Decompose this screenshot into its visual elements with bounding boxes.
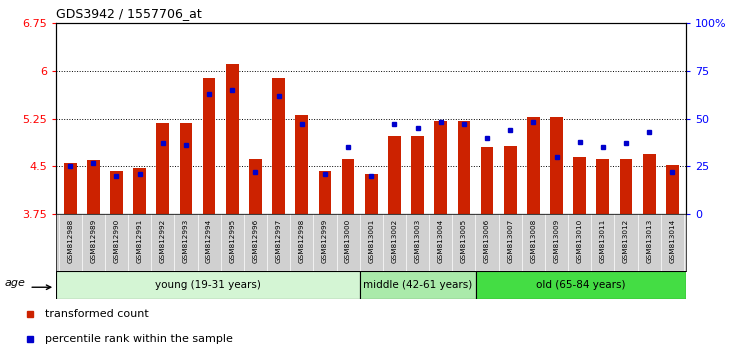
Text: GSM812992: GSM812992 [160, 219, 166, 263]
Text: GSM812996: GSM812996 [253, 219, 259, 263]
Text: age: age [4, 278, 26, 288]
Bar [202, 79, 215, 214]
Bar [342, 159, 355, 214]
Bar [226, 64, 238, 214]
Text: GSM813008: GSM813008 [530, 219, 536, 263]
Text: GSM812991: GSM812991 [136, 219, 142, 263]
Bar [296, 115, 308, 214]
Text: GSM812988: GSM812988 [68, 219, 74, 263]
Text: GSM812997: GSM812997 [275, 219, 281, 263]
Bar [359, 271, 476, 299]
Bar [157, 123, 170, 214]
Text: GSM812990: GSM812990 [113, 219, 119, 263]
Text: GSM813002: GSM813002 [392, 219, 398, 263]
Text: middle (42-61 years): middle (42-61 years) [363, 280, 472, 290]
Bar [179, 123, 192, 214]
Bar [56, 271, 359, 299]
Text: GSM813012: GSM813012 [623, 219, 629, 263]
Text: GSM812993: GSM812993 [183, 219, 189, 263]
Text: GSM813007: GSM813007 [507, 219, 513, 263]
Text: young (19-31 years): young (19-31 years) [155, 280, 261, 290]
Text: GSM813013: GSM813013 [646, 219, 652, 263]
Text: GSM813000: GSM813000 [345, 219, 351, 263]
Text: GSM813006: GSM813006 [484, 219, 490, 263]
Text: GDS3942 / 1557706_at: GDS3942 / 1557706_at [56, 7, 202, 21]
Text: GSM813004: GSM813004 [438, 219, 444, 263]
Text: GSM812994: GSM812994 [206, 219, 212, 263]
Text: GSM813001: GSM813001 [368, 219, 374, 263]
Bar [134, 168, 146, 214]
Bar [573, 157, 586, 214]
Text: old (65-84 years): old (65-84 years) [536, 280, 626, 290]
Bar [411, 136, 424, 214]
Bar [87, 160, 100, 214]
Bar [596, 159, 609, 214]
Text: GSM812998: GSM812998 [298, 219, 304, 263]
Bar [110, 171, 123, 214]
Bar [504, 146, 517, 214]
Text: GSM813005: GSM813005 [461, 219, 467, 263]
Bar [643, 154, 656, 214]
Bar [272, 79, 285, 214]
Text: GSM813010: GSM813010 [577, 219, 583, 263]
Bar [319, 171, 332, 214]
Bar [550, 117, 563, 214]
Text: GSM812989: GSM812989 [90, 219, 96, 263]
Bar [388, 136, 400, 214]
Text: GSM812995: GSM812995 [230, 219, 236, 263]
Bar [527, 117, 540, 214]
Bar [481, 147, 494, 214]
Text: GSM813009: GSM813009 [554, 219, 560, 263]
Bar [666, 165, 679, 214]
Bar [365, 174, 377, 214]
Text: GSM813014: GSM813014 [669, 219, 675, 263]
Text: GSM813011: GSM813011 [600, 219, 606, 263]
Text: percentile rank within the sample: percentile rank within the sample [45, 333, 232, 344]
Text: GSM813003: GSM813003 [415, 219, 421, 263]
Bar [476, 271, 686, 299]
Text: GSM812999: GSM812999 [322, 219, 328, 263]
Bar [458, 120, 470, 214]
Bar [434, 120, 447, 214]
Bar [620, 159, 632, 214]
Bar [249, 159, 262, 214]
Bar [64, 163, 76, 214]
Text: transformed count: transformed count [45, 309, 148, 320]
